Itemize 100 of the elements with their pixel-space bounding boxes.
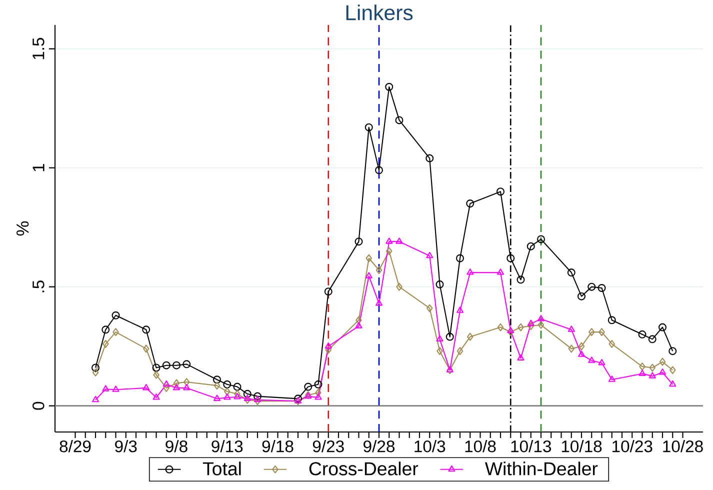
point bbox=[638, 330, 646, 338]
point bbox=[507, 326, 514, 334]
x-tick-label: 10/13 bbox=[511, 440, 551, 452]
point bbox=[639, 362, 646, 371]
point bbox=[254, 392, 262, 400]
point bbox=[497, 323, 504, 332]
point bbox=[526, 242, 535, 250]
y-axis-title: % bbox=[16, 221, 29, 236]
point bbox=[578, 350, 586, 357]
point bbox=[588, 328, 595, 336]
point bbox=[224, 393, 231, 400]
point bbox=[112, 328, 119, 336]
point bbox=[244, 396, 251, 404]
point bbox=[659, 358, 666, 366]
point bbox=[598, 284, 606, 292]
point bbox=[314, 380, 322, 388]
point bbox=[112, 386, 120, 392]
point bbox=[466, 332, 474, 341]
point bbox=[254, 396, 262, 402]
point bbox=[506, 254, 515, 262]
point bbox=[355, 322, 362, 328]
point bbox=[314, 393, 322, 400]
point bbox=[567, 268, 576, 277]
point bbox=[648, 372, 656, 378]
point bbox=[396, 238, 403, 244]
x-tick-label: 10/3 bbox=[414, 440, 446, 452]
point bbox=[436, 280, 444, 288]
point bbox=[213, 376, 222, 384]
point bbox=[172, 361, 181, 370]
point bbox=[183, 384, 190, 390]
point bbox=[516, 276, 525, 284]
point bbox=[385, 82, 394, 91]
point bbox=[426, 304, 433, 312]
point bbox=[153, 370, 160, 379]
point bbox=[578, 342, 585, 350]
point bbox=[183, 378, 190, 386]
point bbox=[102, 326, 110, 334]
point bbox=[648, 335, 656, 344]
point bbox=[466, 200, 474, 208]
point bbox=[658, 368, 666, 375]
point bbox=[244, 394, 251, 401]
point bbox=[608, 376, 616, 382]
x-tick-label: 9/13 bbox=[212, 440, 243, 452]
point bbox=[518, 323, 524, 332]
legend-label: Within-Dealer bbox=[484, 462, 598, 476]
point bbox=[376, 266, 382, 274]
x-tick-label: 8/29 bbox=[60, 440, 91, 452]
point bbox=[658, 323, 666, 332]
point bbox=[598, 328, 605, 336]
point bbox=[356, 316, 362, 324]
y-tick-label: 1.5 bbox=[32, 38, 44, 60]
point bbox=[456, 254, 464, 262]
x-tick-label: 10/8 bbox=[465, 440, 496, 452]
point bbox=[294, 394, 302, 403]
point bbox=[608, 340, 616, 348]
point bbox=[386, 238, 393, 244]
point bbox=[588, 356, 596, 363]
point bbox=[568, 326, 575, 332]
point bbox=[325, 346, 332, 354]
point bbox=[92, 364, 100, 372]
point bbox=[112, 311, 120, 320]
point bbox=[507, 328, 514, 336]
point bbox=[668, 347, 677, 356]
point bbox=[426, 252, 434, 258]
point bbox=[496, 268, 504, 275]
point bbox=[233, 382, 242, 391]
point bbox=[365, 272, 372, 278]
point bbox=[324, 342, 332, 349]
point bbox=[366, 254, 372, 262]
point bbox=[354, 238, 363, 246]
y-tick-label: .5 bbox=[32, 280, 44, 292]
point bbox=[669, 366, 676, 374]
point bbox=[588, 282, 596, 291]
point bbox=[669, 380, 676, 387]
point bbox=[568, 344, 575, 353]
legend-label: Cross-Dealer bbox=[309, 462, 418, 476]
point bbox=[163, 384, 170, 392]
point bbox=[214, 382, 220, 390]
point bbox=[152, 364, 160, 372]
point bbox=[598, 358, 606, 366]
point bbox=[173, 379, 180, 388]
point bbox=[234, 390, 240, 398]
point bbox=[152, 393, 160, 400]
point bbox=[537, 235, 546, 244]
point bbox=[456, 306, 464, 313]
y-tick-label: 1 bbox=[32, 164, 44, 172]
y-tick-label: 0 bbox=[32, 402, 44, 410]
point bbox=[537, 314, 545, 322]
point bbox=[649, 364, 656, 372]
x-tick-label: 10/28 bbox=[663, 440, 703, 452]
point bbox=[92, 396, 100, 402]
point bbox=[304, 382, 312, 391]
point bbox=[142, 326, 150, 334]
x-tick-label: 9/18 bbox=[262, 440, 294, 452]
point bbox=[315, 388, 322, 397]
x-tick-label: 9/8 bbox=[166, 440, 188, 452]
point bbox=[375, 299, 383, 306]
point bbox=[224, 388, 230, 396]
x-tick-label: 9/23 bbox=[312, 440, 344, 452]
point bbox=[375, 166, 384, 174]
